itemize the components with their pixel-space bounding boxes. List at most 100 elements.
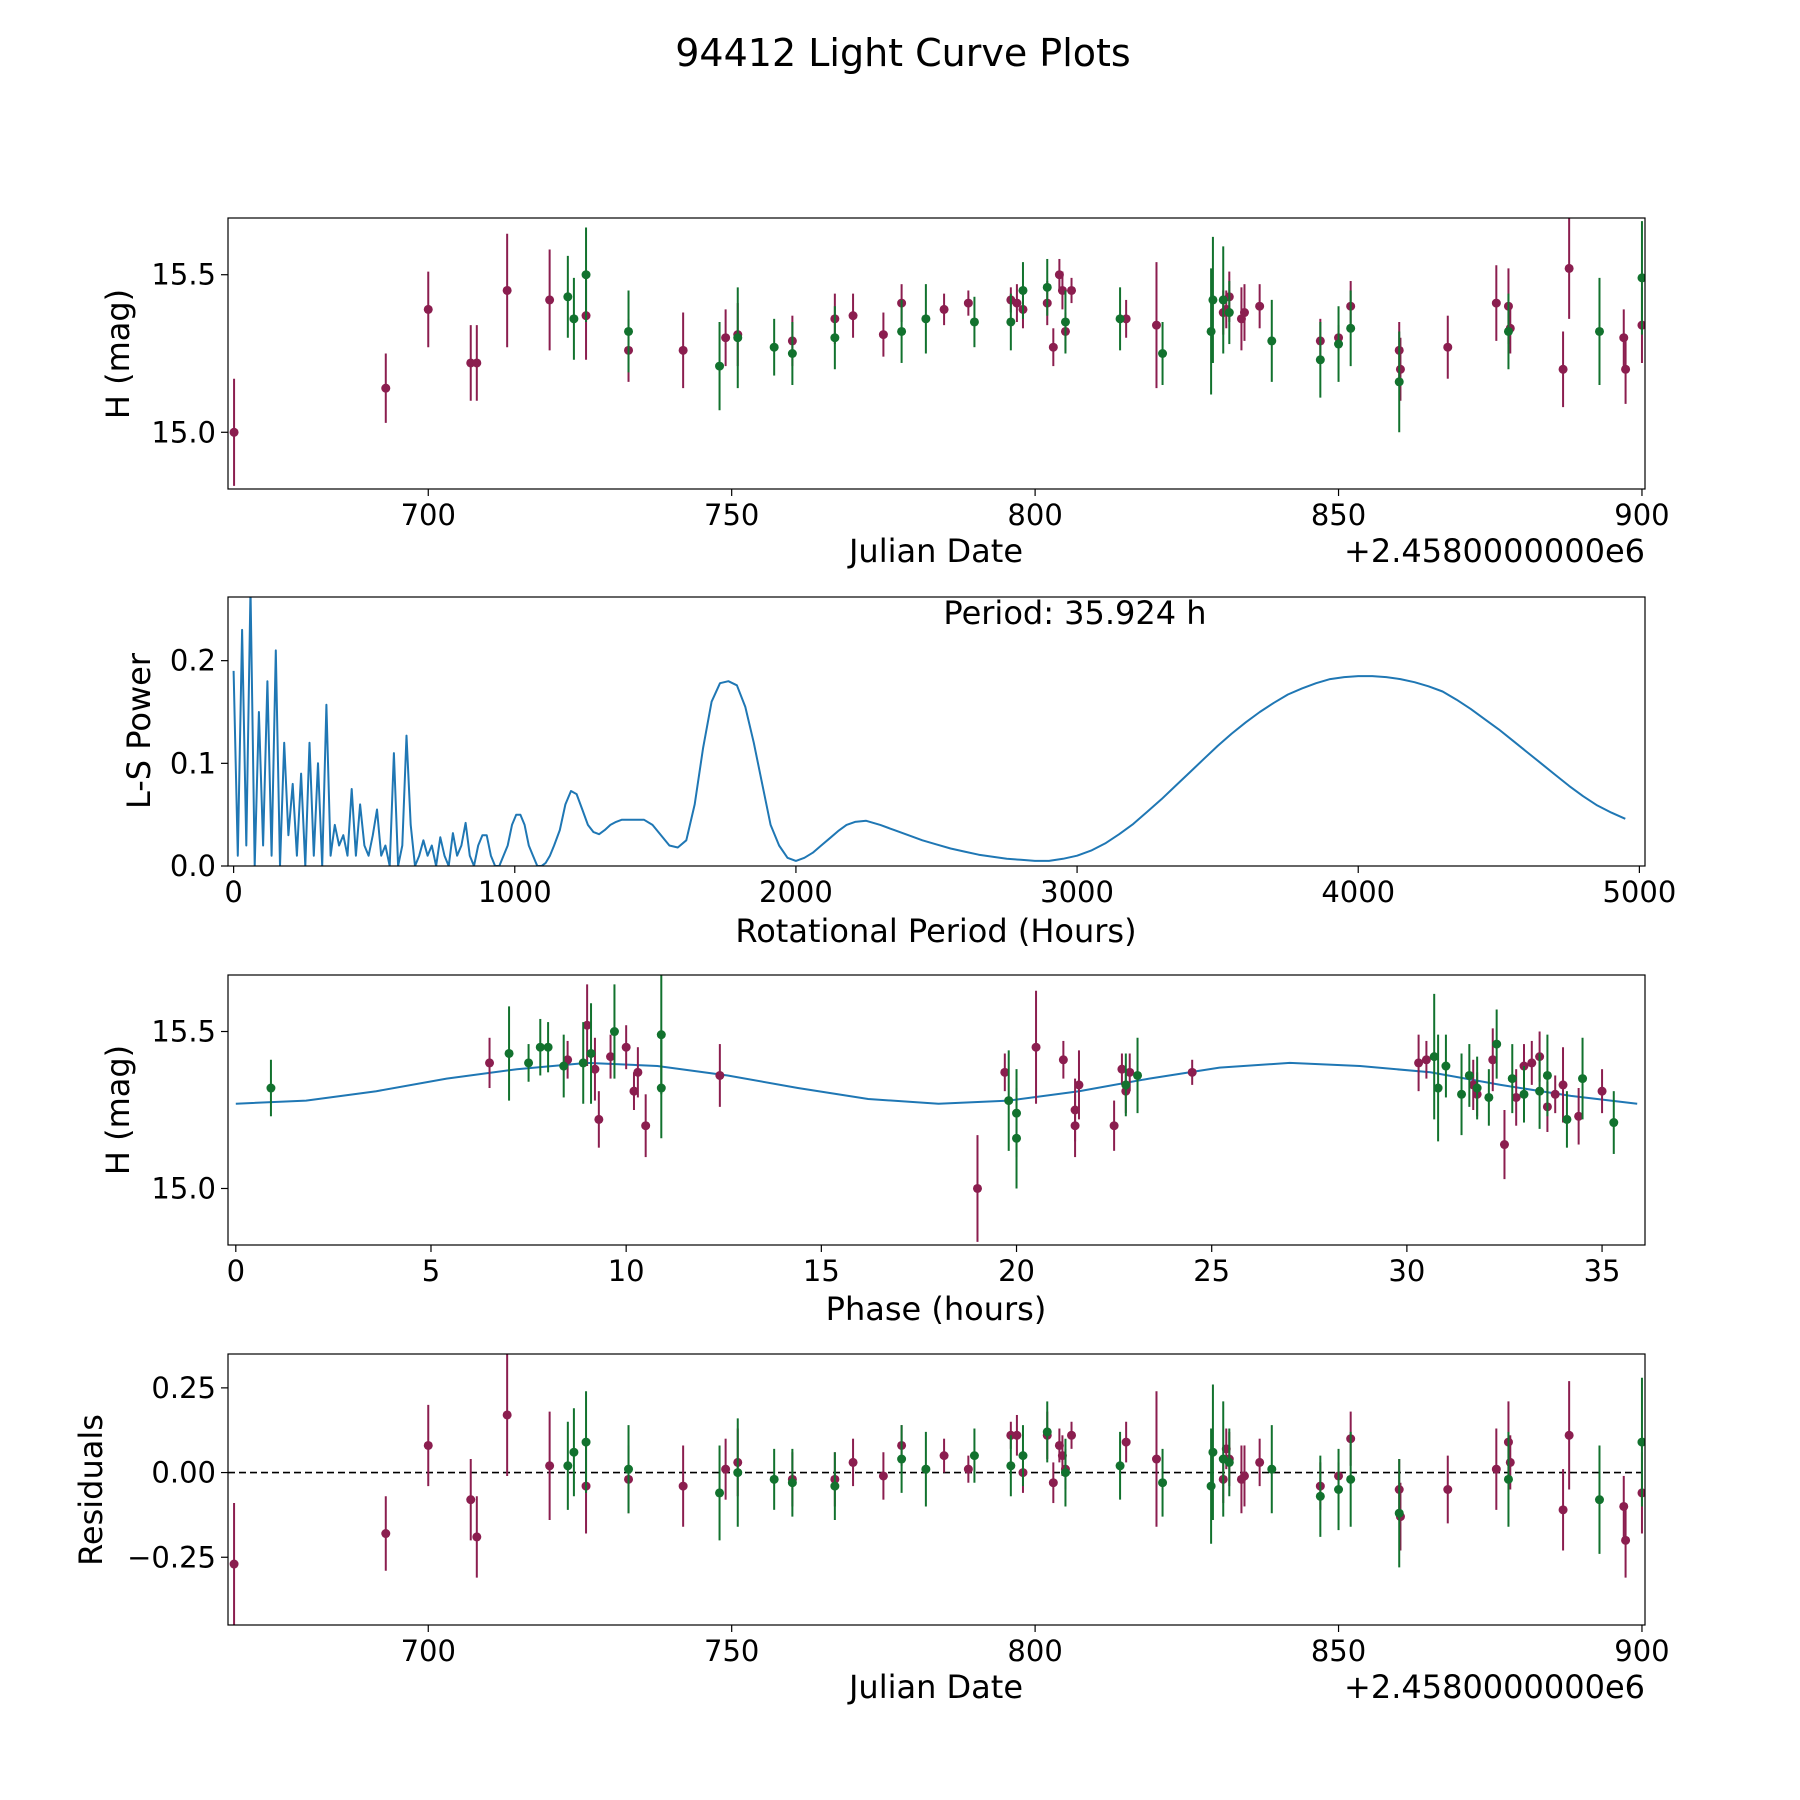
phased-data-point (1597, 1086, 1607, 1096)
residuals-xlabel: Julian Date (847, 1668, 1023, 1706)
phased-data-point (1535, 1086, 1545, 1096)
phased-ytick-label: 15.0 (151, 1171, 216, 1205)
periodogram-xtick-label: 1000 (478, 875, 552, 909)
phased-data-point (1519, 1089, 1529, 1099)
lightcurve-data-point (1267, 336, 1277, 346)
lightcurve-data-point (769, 342, 779, 352)
lightcurve-data-point (1491, 298, 1501, 308)
phased-data-point (1511, 1092, 1521, 1102)
phased-data-point (621, 1042, 631, 1052)
lightcurve-data-point (1637, 273, 1645, 283)
phased-data-point (1507, 1074, 1517, 1084)
lightcurve-data-point (939, 304, 949, 314)
phased-data-point (1004, 1096, 1014, 1106)
residuals-data-point (1346, 1474, 1356, 1484)
periodogram-ylabel: L-S Power (120, 652, 158, 809)
phased-xtick-label: 25 (1193, 1254, 1230, 1288)
residuals-data-point (1121, 1437, 1131, 1447)
lightcurve-axes-frame (227, 217, 1646, 490)
residuals-data-point (830, 1481, 840, 1491)
lightcurve-data-point (1255, 301, 1265, 311)
residuals-data-point (1239, 1471, 1249, 1481)
residuals-plot-area (228, 1354, 1645, 1625)
periodogram-ytick-label: 0.0 (170, 849, 216, 883)
residuals-data-point (545, 1461, 555, 1471)
phased-data-point (1562, 1114, 1572, 1124)
lightcurve-data-point (1218, 295, 1228, 305)
lightcurve-data-point (581, 270, 591, 280)
residuals-data-point (1048, 1478, 1058, 1488)
lightcurve-data-point (1334, 339, 1344, 349)
phased-data-point (633, 1067, 643, 1077)
residuals-data-point (897, 1454, 907, 1464)
lightcurve-data-point (678, 345, 688, 355)
lightcurve-xtick-label: 700 (401, 498, 456, 532)
lightcurve-xtick-label: 900 (1614, 498, 1669, 532)
residuals-data-point (1206, 1481, 1216, 1491)
residuals-xtick-label: 800 (1007, 1634, 1062, 1668)
lightcurve-data-point (1115, 314, 1125, 324)
phased-data-point (1492, 1039, 1502, 1049)
phased-data-point (1031, 1042, 1041, 1052)
residuals-data-point (1443, 1485, 1453, 1494)
lightcurve-data-point (1012, 298, 1022, 308)
lightcurve-data-point (1208, 295, 1218, 305)
phased-data-point (1121, 1080, 1131, 1090)
residuals-data-point (423, 1440, 433, 1450)
lightcurve-data-point (229, 427, 239, 437)
residuals-data-point (1115, 1461, 1125, 1471)
phased-data-point (586, 1048, 596, 1058)
residuals-ytick-label: 0.25 (151, 1371, 216, 1405)
residuals-data-point (502, 1410, 512, 1420)
lightcurve-data-point (1239, 308, 1249, 318)
residuals-offset-label: +2.4580000000e6 (1344, 1668, 1645, 1706)
phased-data-point (1414, 1058, 1424, 1068)
lightcurve-data-point (1206, 326, 1216, 336)
residuals-data-point (1621, 1535, 1631, 1545)
residuals-data-point (939, 1451, 949, 1461)
residuals-data-point (1208, 1447, 1218, 1457)
residuals-ytick-label: 0.00 (151, 1456, 216, 1490)
residuals-data-point (1151, 1454, 1161, 1464)
residuals-data-point (1224, 1457, 1234, 1467)
lightcurve-data-point (715, 361, 725, 371)
phased-data-point (590, 1064, 600, 1074)
phased-xtick-label: 5 (422, 1254, 440, 1288)
residuals-data-point (466, 1495, 476, 1505)
residuals-ylabel: Residuals (72, 1414, 110, 1566)
phased-ticks: 0 5 10 15 20 25 30 35 15.0 15.5 (151, 1015, 1620, 1288)
phased-data-point (1070, 1121, 1080, 1131)
phased-data-point (1558, 1080, 1568, 1090)
lightcurve-data-point (1006, 317, 1016, 327)
phased-xtick-label: 0 (227, 1254, 245, 1288)
phased-data-point (1125, 1067, 1135, 1077)
lightcurve-data-layer (229, 218, 1645, 486)
residuals-xtick-label: 750 (704, 1634, 759, 1668)
periodogram-xtick-label: 3000 (1040, 875, 1114, 909)
phased-data-point (578, 1058, 588, 1068)
periodogram-ytick-label: 0.2 (170, 644, 216, 678)
phased-data-point (535, 1042, 545, 1052)
periodogram-xtick-label: 2000 (759, 875, 833, 909)
lightcurve-data-point (1042, 282, 1052, 292)
lightcurve-data-point (624, 326, 634, 336)
lightcurve-data-point (921, 314, 931, 324)
lightcurve-ytick-label: 15.5 (151, 258, 216, 292)
lightcurve-data-point (1558, 364, 1568, 374)
phased-data-point (1133, 1070, 1143, 1080)
residuals-data-point (1255, 1457, 1265, 1467)
lightcurve-data-point (1503, 326, 1513, 336)
lightcurve-data-point (545, 295, 555, 305)
periodogram-annotation: Period: 35.924 h (943, 594, 1206, 632)
phased-data-layer (235, 975, 1638, 1242)
lightcurve-xtick-label: 850 (1311, 498, 1366, 532)
phased-data-point (1499, 1140, 1509, 1150)
phased-data-point (1550, 1089, 1560, 1099)
phased-xtick-label: 15 (803, 1254, 840, 1288)
phased-data-point (524, 1058, 534, 1068)
lightcurve-data-point (848, 311, 858, 321)
phased-data-point (1472, 1083, 1482, 1093)
residuals-data-point (1394, 1508, 1404, 1518)
lightcurve-xtick-label: 750 (704, 498, 759, 532)
